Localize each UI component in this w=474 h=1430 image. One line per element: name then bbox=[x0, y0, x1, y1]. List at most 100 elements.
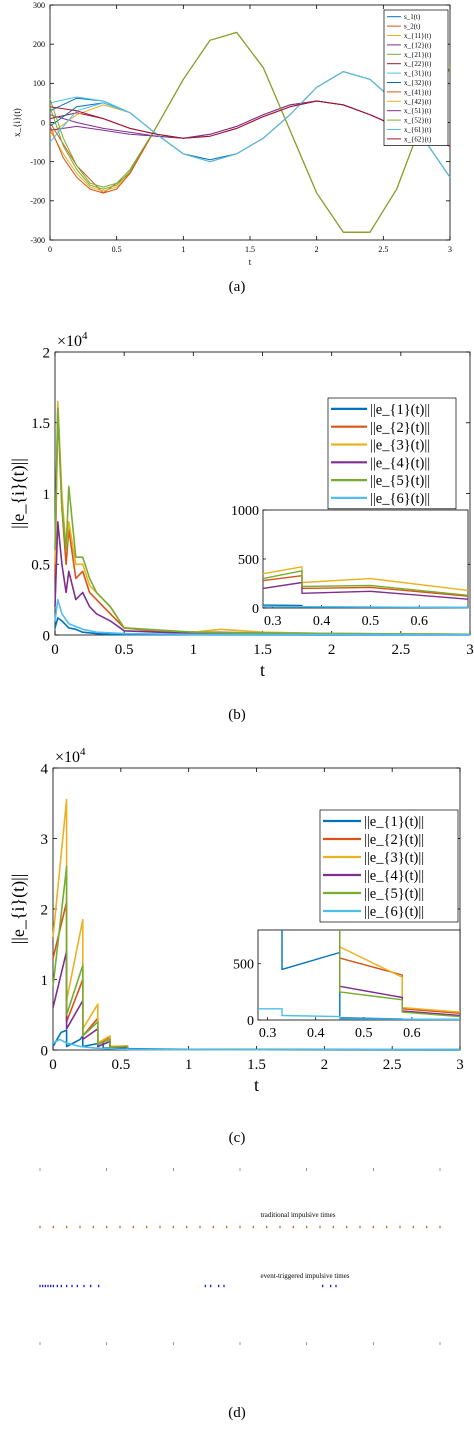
series-line bbox=[49, 31, 451, 233]
legend-label: ||e_{2}(t)|| bbox=[364, 832, 424, 848]
legend-label: ||e_{6}(t)|| bbox=[370, 491, 430, 507]
y-tick-label: 0 bbox=[43, 628, 51, 644]
legend-label: x_{42}(t) bbox=[404, 98, 432, 106]
panel-d-chart: traditional impulsive times event-trigger… bbox=[39, 1168, 441, 1345]
annotation-traditional: traditional impulsive times bbox=[260, 1211, 335, 1219]
y-tick-label: 0 bbox=[41, 118, 45, 127]
x-tick-label: 2.5 bbox=[383, 1057, 402, 1073]
panel-d-caption: (d) bbox=[228, 1405, 246, 1421]
x-tick-label: 0 bbox=[51, 642, 59, 658]
x-tick-label: 2 bbox=[321, 1057, 329, 1073]
legend-label: s_1(t) bbox=[404, 13, 421, 21]
y-tick-label: 1.5 bbox=[31, 416, 50, 432]
y-axis-label: ||e_{i}(t)|| bbox=[8, 458, 29, 529]
inset-series-line bbox=[262, 581, 469, 600]
axis-exponent-power: 4 bbox=[82, 330, 88, 342]
legend-label: ||e_{5}(t)|| bbox=[370, 473, 430, 489]
y-tick-label: 0 bbox=[41, 1043, 49, 1059]
x-tick-label: 1.5 bbox=[247, 1057, 266, 1073]
panel-b-caption: (b) bbox=[228, 707, 246, 723]
x-tick-label: 3 bbox=[466, 642, 474, 658]
legend-label: x_{51}(t) bbox=[404, 107, 432, 115]
legend-box bbox=[383, 9, 449, 146]
y-tick-label: 200 bbox=[33, 40, 45, 49]
inset-x-tick-label: 0.3 bbox=[264, 614, 282, 629]
series-line bbox=[54, 598, 471, 636]
y-tick-label: 2 bbox=[41, 902, 49, 918]
y-tick-label: 0.5 bbox=[31, 558, 50, 574]
x-tick-label: 2 bbox=[328, 642, 336, 658]
inset-series-line bbox=[262, 570, 469, 596]
x-axis-label: t bbox=[249, 257, 252, 267]
inset-y-tick-label: 1000 bbox=[231, 504, 259, 519]
legend-label: ||e_{3}(t)|| bbox=[364, 850, 424, 866]
inset-y-tick-label: 500 bbox=[233, 958, 254, 973]
legend-label: x_{52}(t) bbox=[404, 117, 432, 125]
legend-label: s_2(t) bbox=[404, 23, 421, 31]
panel-c-chart: 0 0.5 1 1.5 2 2.5 3 0 1 2 3 4 t ||e_{i}(t)|| ×104 0.3 0.… bbox=[8, 746, 464, 1095]
x-tick-label: 2.5 bbox=[391, 642, 410, 658]
y-tick-label: 3 bbox=[41, 832, 49, 848]
axis-exponent: ×104 bbox=[55, 746, 86, 766]
inset-x-tick-label: 0.4 bbox=[313, 614, 331, 629]
y-axis-label: ||e_{i}(t)|| bbox=[8, 874, 29, 945]
inset-series-line bbox=[262, 605, 469, 609]
inset-y-tick-label: 0 bbox=[252, 602, 259, 617]
legend-label: ||e_{1}(t)|| bbox=[364, 814, 424, 830]
series-line bbox=[54, 407, 471, 636]
series-line bbox=[49, 100, 451, 147]
legend-box bbox=[319, 809, 459, 923]
axis-exponent-power: 4 bbox=[80, 746, 86, 758]
x-tick-label: 3 bbox=[448, 245, 452, 254]
inset-series-line bbox=[339, 930, 461, 1018]
legend-label: ||e_{2}(t)|| bbox=[370, 420, 430, 436]
y-axis-label: x_{i}(t) bbox=[12, 108, 22, 137]
y-tick-label: 4 bbox=[41, 761, 49, 777]
legend-label: x_{32}(t) bbox=[404, 79, 432, 87]
legend-label: x_{62}(t) bbox=[404, 135, 432, 143]
legend-label: ||e_{4}(t)|| bbox=[370, 455, 430, 471]
inset-x-tick-label: 0.3 bbox=[259, 1026, 277, 1041]
series-line bbox=[52, 1038, 461, 1051]
legend-label: x_{11}(t) bbox=[404, 32, 432, 40]
inset-y-tick-label: 500 bbox=[238, 553, 259, 568]
x-tick-label: 3 bbox=[456, 1057, 464, 1073]
panel-c-caption: (c) bbox=[229, 1130, 246, 1146]
axis-exponent: ×104 bbox=[57, 330, 88, 350]
legend-label: ||e_{3}(t)|| bbox=[370, 438, 430, 454]
x-tick-label: 1 bbox=[185, 1057, 193, 1073]
legend-label: x_{61}(t) bbox=[404, 126, 432, 134]
panel-a-caption: (a) bbox=[229, 279, 246, 295]
panel-b-chart: 0 0.5 1 1.5 2 2.5 3 0 0.5 1 1.5 2 t ||e_{i}(t)|| ×104 0… bbox=[8, 330, 474, 680]
x-tick-label: 0.5 bbox=[112, 245, 122, 254]
inset-x-tick-label: 0.6 bbox=[403, 1026, 421, 1041]
inset-x-tick-label: 0.5 bbox=[362, 614, 380, 629]
x-tick-label: 2 bbox=[315, 245, 319, 254]
panel-a-chart: 0 0.5 1 1.5 2 2.5 3 -300 -200 -100 0 100 200 300 t x_{i… bbox=[12, 1, 452, 267]
legend-label: x_{12}(t) bbox=[404, 41, 432, 49]
y-tick-label: 2 bbox=[43, 345, 51, 361]
series-line bbox=[49, 71, 451, 178]
y-tick-label: 1 bbox=[41, 973, 49, 989]
y-tick-label: -200 bbox=[30, 197, 45, 206]
x-tick-label: 0 bbox=[49, 1057, 57, 1073]
legend-label: ||e_{5}(t)|| bbox=[364, 886, 424, 902]
x-tick-label: 0.5 bbox=[115, 642, 134, 658]
legend-box bbox=[327, 397, 457, 510]
legend-label: x_{21}(t) bbox=[404, 51, 432, 59]
y-tick-label: -100 bbox=[30, 157, 45, 166]
legend-label: ||e_{6}(t)|| bbox=[364, 904, 424, 920]
x-tick-label: 1 bbox=[181, 245, 185, 254]
x-tick-label: 1 bbox=[190, 642, 198, 658]
x-tick-label: 0 bbox=[48, 245, 52, 254]
legend-label: x_{31}(t) bbox=[404, 70, 432, 78]
inset-x-tick-label: 0.6 bbox=[410, 614, 428, 629]
x-tick-label: 1.5 bbox=[245, 245, 255, 254]
x-tick-label: 2.5 bbox=[378, 245, 388, 254]
x-axis-label: t bbox=[254, 1075, 259, 1095]
inset-series-line bbox=[258, 1008, 461, 1021]
x-tick-label: 0.5 bbox=[111, 1057, 130, 1073]
inset-y-tick-label: 0 bbox=[247, 1014, 254, 1029]
legend-label: ||e_{4}(t)|| bbox=[364, 868, 424, 884]
